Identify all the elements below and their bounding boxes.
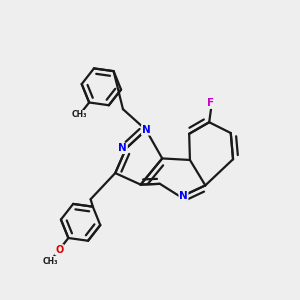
Text: F: F [208, 98, 214, 108]
Text: CH₃: CH₃ [72, 110, 87, 119]
Text: N: N [142, 125, 150, 135]
Text: N: N [118, 143, 127, 153]
Text: N: N [179, 191, 188, 202]
Text: CH₃: CH₃ [43, 256, 58, 266]
Text: O: O [55, 245, 63, 255]
